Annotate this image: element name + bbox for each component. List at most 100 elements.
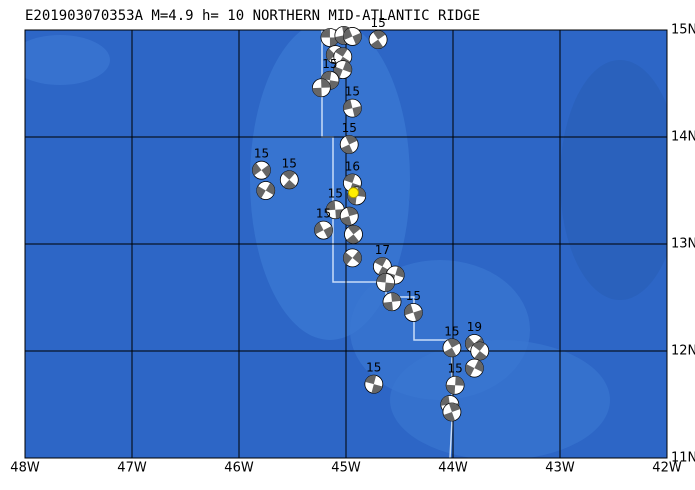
beachball-compression	[373, 30, 386, 40]
lat-tick-label: 14N	[671, 130, 695, 145]
event-depth-label: 15	[282, 156, 297, 170]
event-depth-label: 16	[345, 160, 360, 174]
event-depth-label: 15	[342, 121, 357, 135]
focal-mechanism	[339, 135, 359, 154]
focal-mechanism	[464, 358, 484, 378]
lon-tick-label: 46W	[224, 461, 254, 476]
beachball-compression	[335, 47, 348, 57]
beachball-compression	[341, 144, 354, 154]
event-depth-label: 15	[345, 85, 360, 99]
beachball-compression	[343, 252, 353, 265]
lon-tick-label: 47W	[117, 461, 147, 476]
beachball-compression	[261, 164, 271, 178]
focal-mechanism	[343, 248, 362, 268]
beachball-compression	[440, 395, 450, 406]
focal-mechanism	[343, 27, 362, 46]
beachball-compression	[383, 301, 393, 311]
focal-mechanism	[311, 78, 331, 98]
beachball-compression	[328, 80, 339, 90]
beachball-compression	[365, 375, 377, 385]
focal-mechanism	[256, 181, 276, 200]
beachball-compression	[340, 216, 352, 226]
beachball-compression	[472, 342, 486, 351]
focal-mechanism	[442, 338, 462, 358]
focal-mechanism	[325, 200, 345, 220]
beachball-compression	[343, 174, 356, 184]
beachball-compression	[465, 364, 475, 377]
beachball-compression	[447, 338, 460, 348]
event-depth-label: 17	[375, 243, 390, 257]
beachball-compression	[352, 32, 362, 45]
focal-mechanism	[314, 220, 333, 240]
beachball-compression	[455, 376, 465, 386]
beachball-compression	[352, 251, 362, 264]
beachball-compression	[312, 87, 322, 97]
event-depth-label: 15	[447, 362, 462, 376]
beachball-compression	[376, 273, 387, 283]
beachball-compression	[465, 336, 475, 350]
beachball-compression	[265, 182, 275, 196]
focal-mechanism	[404, 303, 423, 322]
beachball-compression	[320, 28, 330, 38]
focal-mechanism	[376, 273, 395, 292]
beachball-compression	[252, 162, 262, 176]
focal-mechanism	[470, 341, 490, 361]
beachball-compression	[326, 48, 336, 62]
event-depth-label: 15	[406, 289, 421, 303]
event-depth-label: 15	[366, 361, 381, 375]
beachball-compression	[314, 222, 324, 235]
event-depth-label: 15	[444, 324, 459, 338]
event-depth-label: 15	[322, 57, 337, 71]
event-depth-label: 15	[254, 147, 269, 161]
beachball-compression	[321, 71, 332, 81]
beachball-compression	[443, 411, 455, 421]
focal-mechanism	[333, 60, 353, 79]
beachball-compression	[282, 170, 296, 180]
focal-mechanism	[382, 292, 402, 312]
focal-mechanism	[445, 375, 465, 395]
beachball-compression	[283, 179, 296, 189]
event-depth-label: 15	[370, 16, 385, 30]
lon-tick-label: 48W	[10, 461, 40, 476]
event-depth-label: 15	[328, 186, 343, 200]
beachball-compression	[321, 78, 331, 88]
beachball-compression	[346, 234, 360, 244]
beachball-compression	[343, 28, 353, 40]
epicenter-marker	[347, 187, 359, 199]
lon-tick-label: 43W	[545, 461, 575, 476]
beachball-compression	[370, 39, 384, 49]
beachball-compression	[374, 257, 387, 267]
beachball-compression	[345, 135, 358, 145]
focal-mechanism	[252, 160, 271, 180]
lat-tick-label: 13N	[671, 237, 695, 252]
beachball-compression	[384, 282, 395, 292]
beachball-compression	[413, 309, 423, 322]
beachball-compression	[352, 106, 362, 117]
lat-tick-label: 11N	[671, 451, 695, 466]
lat-tick-label: 12N	[671, 344, 695, 359]
focal-mechanism	[442, 402, 462, 422]
beachball-compression	[474, 360, 484, 373]
event-depth-label: 19	[467, 320, 482, 334]
beachball-compression	[326, 200, 336, 211]
map-title: E201903070353A M=4.9 h= 10 NORTHERN MID-…	[25, 8, 480, 24]
focal-mechanism	[364, 374, 384, 394]
lat-tick-label: 15N	[671, 23, 695, 38]
beachball-compression	[448, 402, 461, 412]
focal-mechanism	[344, 224, 363, 244]
beachball-compression	[404, 303, 414, 316]
lon-tick-label: 44W	[438, 461, 468, 476]
beachball-compression	[347, 225, 361, 235]
beachball-compression	[474, 351, 487, 360]
beachball-compression	[346, 207, 358, 217]
lon-tick-label: 42W	[652, 461, 682, 476]
focal-mechanism	[279, 170, 299, 190]
focal-mechanism	[343, 98, 362, 118]
beachball-compression	[395, 266, 405, 278]
focal-mechanism	[339, 206, 359, 226]
beachball-compression	[446, 384, 456, 395]
focal-mechanism	[368, 30, 388, 50]
beachball-compression	[335, 35, 346, 45]
beachball-compression	[342, 61, 352, 73]
